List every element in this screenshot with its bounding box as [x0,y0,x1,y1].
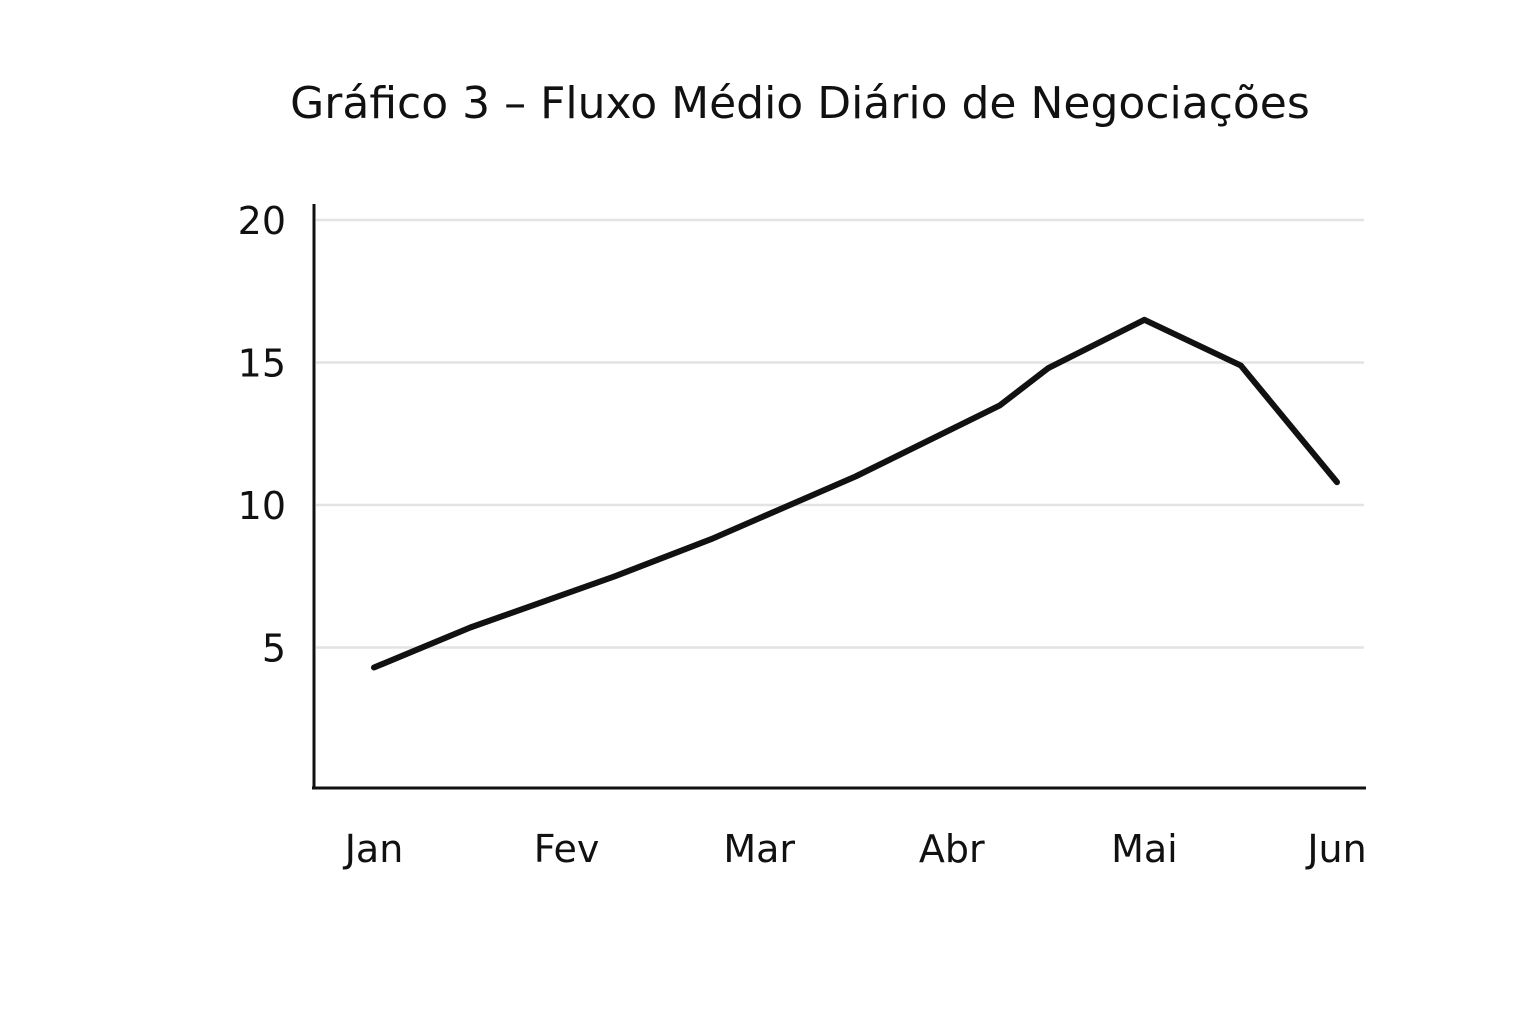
x-tick-label: Jun [1305,827,1366,871]
series-line-1 [371,316,1340,671]
y-tick-labels: 5 10 15 20 [238,199,286,671]
axes [312,204,1366,790]
chart-title: Gráfico 3 – Fluxo Médio Diário de Negoci… [290,78,1310,129]
x-tick-label: Mar [723,827,795,871]
x-tick-label: Jan [343,827,404,871]
series-layer [371,316,1340,671]
x-tick-label: Fev [534,827,600,871]
x-tick-label: Abr [919,827,985,871]
gridlines [316,218,1364,649]
y-tick-label: 5 [262,627,286,671]
y-tick-label: 10 [238,484,286,528]
y-tick-label: 20 [238,199,286,243]
x-tick-label: Mai [1111,827,1178,871]
y-tick-label: 15 [238,342,286,386]
x-tick-labels: Jan Fev Mar Abr Mai Jun [343,827,1367,871]
